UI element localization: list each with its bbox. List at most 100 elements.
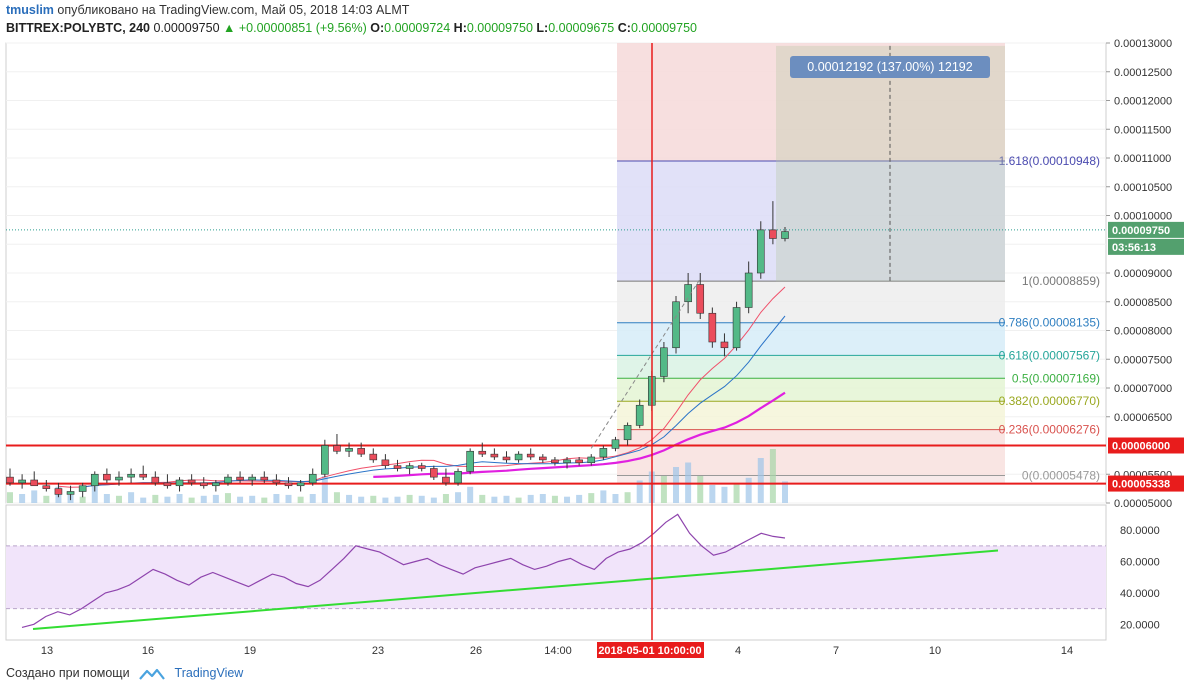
candle-up [454, 471, 462, 484]
candle-down [103, 473, 111, 481]
candle-up [756, 229, 765, 274]
published-text: опубликовано на TradingView.com, Май 05,… [57, 3, 410, 17]
high-value: 0.00009750 [466, 21, 533, 35]
volume-bar [551, 495, 558, 503]
candle-up [78, 485, 87, 492]
volume-bar [43, 495, 50, 503]
symbol-label: BITTREX:POLYBTC, 240 [6, 21, 151, 35]
resistance-badge: 0.00006000 [1112, 441, 1170, 453]
time-tick-label: 10 [929, 645, 941, 657]
volume-bar [19, 494, 26, 503]
close-label: C: [617, 21, 631, 35]
close-value: 0.00009750 [630, 21, 697, 35]
time-highlight-label: 2018-05-01 10:00:00 [598, 645, 701, 657]
fib-level-label: 0.382(0.00006770) [999, 394, 1100, 408]
price-tick-label: 0.00012500 [1114, 67, 1172, 79]
volume-bar [564, 496, 571, 503]
candle-down [272, 479, 281, 484]
volume-bar [79, 496, 86, 503]
created-with-text: Создано при помощи [6, 666, 130, 680]
resistance-badge-bg [1108, 437, 1184, 454]
time-axis[interactable]: 13 16 19 23 26 14:00 4 7 10 14 2018-05-01 10:00:00 [6, 639, 1106, 658]
volume-bar [673, 467, 680, 503]
volume-bar [152, 494, 159, 503]
candle-down [442, 476, 450, 484]
volume-bar [200, 495, 207, 503]
candle-down [6, 476, 14, 484]
price-tick-label: 0.00008000 [1114, 326, 1172, 338]
price-tick-label: 0.00009000 [1114, 268, 1172, 280]
candle-down [490, 453, 499, 458]
candle-up [781, 231, 789, 239]
volume-bar [31, 490, 38, 503]
rsi-tick-label: 40.0000 [1120, 588, 1160, 600]
fib-level-label: 1(0.00008859) [1022, 274, 1100, 288]
volume-bar [442, 494, 449, 503]
price-tick-label: 0.00010000 [1114, 211, 1172, 223]
fib-level-label: 0.236(0.00006276) [999, 423, 1100, 437]
open-label: O: [370, 21, 385, 35]
candle-down [151, 476, 160, 484]
price-pane: 1.618(0.00010948) 1(0.00008859) 0.786(0.00… [5, 38, 1184, 510]
price-tick-label: 0.00005000 [1114, 498, 1172, 510]
volume-bar [333, 492, 340, 503]
volume-bar [188, 497, 195, 503]
candle-down [357, 448, 365, 455]
fib-zone [617, 355, 1005, 379]
candle-up [744, 272, 753, 308]
volume-bar [164, 496, 171, 503]
volume-bar [91, 483, 98, 503]
price-tick-label: 0.00007000 [1114, 383, 1172, 395]
candle-down [708, 312, 717, 343]
candle-up [248, 476, 256, 481]
candle-up [212, 482, 220, 487]
volume-bar [479, 494, 486, 503]
candle-down [54, 488, 63, 495]
volume-bar [224, 493, 231, 503]
candle-up [345, 448, 353, 452]
countdown-badge: 03:56:13 [1112, 242, 1156, 254]
candle-up [115, 476, 123, 481]
last-price-badge-bg [1108, 221, 1184, 238]
candle-up [18, 479, 26, 484]
candle-down [139, 473, 148, 478]
candle-down [333, 445, 341, 452]
fib-level-label: 0.786(0.00008135) [999, 316, 1100, 330]
volume-bar [346, 494, 353, 503]
rsi-trend-line [32, 549, 999, 631]
volume-bar [261, 497, 268, 503]
candle-down [236, 476, 244, 481]
publish-info: tmuslim опубликовано на TradingView.com,… [6, 3, 409, 17]
price-tick-label: 0.00008500 [1114, 297, 1172, 309]
candle-down [260, 476, 269, 481]
fib-zone [617, 378, 1005, 402]
fib-zone [617, 160, 1005, 282]
tradingview-brand-link[interactable]: TradingView [174, 666, 244, 680]
candle-down [30, 479, 39, 487]
volume-bar [539, 494, 546, 503]
fib-zone [617, 322, 1005, 356]
price-tick-label: 0.00010500 [1114, 182, 1172, 194]
candle-up [672, 301, 680, 349]
ohlc-legend: BITTREX:POLYBTC, 240 0.00009750 ▲ +0.000… [6, 21, 697, 35]
price-tick-label: 0.00013000 [1114, 38, 1172, 50]
price-tick-label: 0.00006500 [1114, 412, 1172, 424]
candle-up [563, 459, 571, 464]
volume-bar [467, 486, 474, 503]
candle-up [732, 307, 741, 349]
volume-bar [697, 476, 704, 503]
fib-zone [617, 281, 1005, 323]
footer: Создано при помощи TradingView [6, 666, 243, 681]
candle-down [381, 459, 390, 466]
candle-up [175, 479, 184, 487]
measure-label-bg [790, 56, 990, 78]
author-username[interactable]: tmuslim [6, 3, 54, 17]
volume-bar [769, 449, 776, 503]
high-label: H: [453, 21, 467, 35]
last-price: 0.00009750 [153, 21, 220, 35]
volume-bar [624, 492, 631, 503]
candle-down [42, 485, 51, 489]
price-tick-label: 0.00012000 [1114, 96, 1172, 108]
time-highlight-bg [597, 642, 704, 658]
